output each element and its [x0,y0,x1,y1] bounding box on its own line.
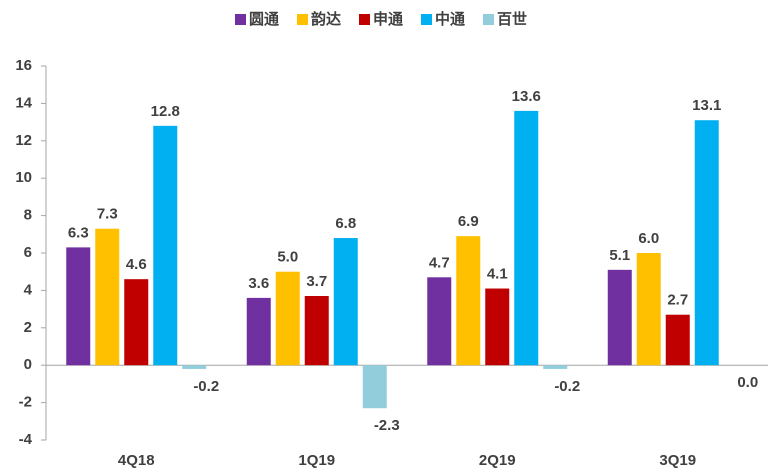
bar [275,271,300,366]
y-tick-label: 8 [24,207,32,224]
bar [665,314,690,366]
legend-label: 圆通 [249,11,279,28]
value-label: 2.7 [667,292,688,309]
value-label: 12.8 [151,103,180,120]
bar [333,238,358,366]
y-tick-label: 0 [24,356,32,373]
value-label: 5.0 [277,249,298,266]
y-tick-label: 10 [15,169,32,186]
bar [456,236,481,366]
bar [427,277,452,366]
y-tick-label: 12 [15,132,32,149]
value-label: 4.7 [429,254,450,271]
bar [636,253,661,366]
value-label: 13.6 [512,88,541,105]
legend-swatch [359,14,370,25]
y-tick-label: 2 [24,319,32,336]
x-tick-label: 3Q19 [659,452,696,469]
value-label: 4.1 [487,265,508,282]
bar [95,228,120,366]
bar [182,365,207,369]
value-label: -0.2 [193,378,219,395]
legend-label: 中通 [435,10,465,28]
value-label: 6.0 [638,230,659,247]
bar [543,365,568,369]
legend-swatch [421,14,432,25]
value-label: 5.1 [609,247,630,264]
legend-swatch [235,14,246,25]
bar [694,120,719,366]
bar [66,247,91,366]
x-tick-label: 2Q19 [479,452,516,469]
value-label: 7.3 [97,206,118,223]
legend-swatch [297,14,308,25]
value-label: 4.6 [126,256,147,273]
bar [362,365,387,409]
value-label: 0.0 [737,374,758,391]
value-label: 3.7 [306,273,327,290]
y-tick-label: 14 [15,94,32,111]
legend-label: 申通 [373,10,403,28]
y-tick-label: 16 [15,57,32,74]
value-label: 6.9 [458,213,479,230]
y-tick-label: -4 [19,431,33,448]
value-label: 6.8 [335,215,356,232]
bar [485,288,510,366]
bar [304,296,329,366]
value-label: -2.3 [374,417,400,434]
value-label: 3.6 [248,275,269,292]
y-tick-label: 6 [24,244,32,261]
legend-swatch [483,14,494,25]
x-tick-label: 1Q19 [298,452,335,469]
bar [514,110,539,366]
y-tick-label: -2 [19,394,32,411]
value-label: 13.1 [692,97,721,114]
bar [246,297,271,366]
legend-label: 百世 [497,10,527,28]
bar [153,125,178,366]
bar [124,279,149,366]
value-label: -0.2 [554,378,580,395]
value-label: 6.3 [68,224,89,241]
x-tick-label: 4Q18 [118,452,155,469]
bar [607,269,632,366]
y-tick-label: 4 [24,281,33,298]
legend-label: 韵达 [311,10,341,28]
